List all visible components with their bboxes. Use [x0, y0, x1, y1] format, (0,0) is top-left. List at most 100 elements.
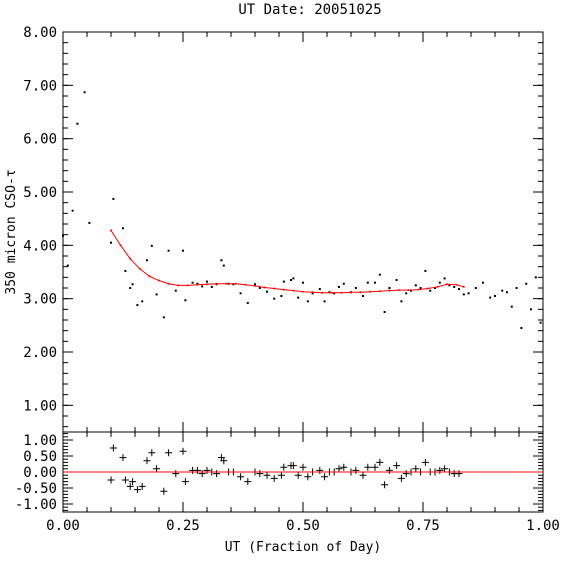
data-point [184, 299, 187, 302]
x-axis-label: UT (Fraction of Day) [225, 540, 382, 555]
residual-point [402, 470, 410, 478]
data-point [424, 269, 427, 272]
residual-point [441, 465, 449, 473]
data-point [88, 221, 91, 224]
fit-point [282, 288, 285, 291]
residual-point [359, 471, 367, 479]
residual-point [455, 470, 463, 478]
data-point [76, 122, 79, 125]
data-point [374, 281, 376, 284]
data-point [129, 287, 132, 289]
y-tick-label: 2.00 [23, 345, 57, 361]
data-point [155, 293, 158, 296]
x-tick-label: 0.75 [406, 518, 440, 534]
x-tick-label: 0.25 [166, 518, 200, 534]
data-point [362, 295, 364, 297]
residual-point [143, 457, 151, 465]
data-point [414, 284, 417, 287]
data-point [306, 300, 309, 303]
data-point [146, 259, 148, 262]
residual-point [376, 458, 384, 466]
data-point [453, 285, 456, 288]
fit-point [186, 284, 189, 287]
residual-point [109, 444, 117, 452]
fit-point [158, 279, 160, 282]
fit-point [462, 285, 465, 288]
y-tick-label: 0.50 [23, 449, 57, 465]
fit-point [446, 283, 448, 286]
data-point [254, 283, 256, 286]
bottom-axis-ticks: 1.000.500.00-0.50-1.000.00 0.25 0.50 0.75 1.… [15, 432, 560, 534]
residual-point [165, 449, 173, 457]
data-point [400, 300, 403, 303]
y-tick-label: -1.00 [15, 497, 57, 513]
fit-point [263, 286, 266, 289]
fit-point [254, 284, 256, 287]
residual-point [316, 466, 324, 474]
data-point [378, 273, 381, 276]
y-tick-label: -0.50 [15, 481, 57, 497]
fit-point [244, 283, 247, 286]
residual-point [436, 466, 444, 474]
residual-point [119, 454, 127, 462]
top-axis-ticks: 1.00 2.00 3.00 4.00 5.00 6.00 7.00 8.00 [23, 25, 544, 432]
data-point [196, 282, 199, 285]
fit-point [302, 290, 304, 293]
data-point [136, 304, 139, 307]
fit-point [206, 283, 208, 286]
data-point [388, 287, 391, 289]
data-point [239, 292, 242, 295]
residual-point [256, 470, 264, 478]
top-plot-marks [62, 91, 542, 329]
residual-point [412, 465, 420, 473]
fit-point [138, 267, 141, 270]
data-point [318, 288, 321, 291]
data-point [434, 287, 436, 289]
data-point [182, 249, 184, 252]
fit-point [350, 291, 352, 294]
residual-point [304, 473, 312, 481]
residual-point [121, 476, 129, 484]
x-tick-label: 0.50 [286, 518, 320, 534]
residual-point [160, 487, 168, 495]
residual-point [421, 458, 429, 466]
data-point [273, 297, 276, 300]
residual-point [381, 481, 389, 489]
fit-point [110, 229, 112, 232]
fit-point [215, 282, 218, 285]
data-point [383, 311, 386, 313]
data-point [506, 291, 508, 294]
residual-point [263, 471, 271, 479]
data-point [467, 292, 470, 295]
data-point [122, 227, 124, 230]
data-point [462, 293, 465, 296]
data-point [515, 287, 518, 289]
data-point [201, 285, 204, 288]
data-point [534, 276, 537, 279]
data-point [458, 288, 460, 291]
data-point [258, 287, 261, 289]
fit-point [359, 291, 362, 294]
data-point [297, 296, 300, 299]
residual-point [198, 470, 206, 478]
fit-point [417, 288, 420, 291]
data-point [112, 197, 115, 200]
data-point [405, 292, 408, 295]
data-point [71, 209, 74, 212]
residual-point [179, 447, 187, 455]
data-point [124, 269, 127, 272]
fit-point [321, 291, 324, 294]
y-tick-label: 5.00 [23, 185, 57, 201]
fit-point [292, 289, 295, 292]
data-point [110, 241, 112, 244]
data-point [489, 296, 492, 299]
data-point [246, 301, 249, 304]
data-point [525, 282, 528, 285]
data-point [438, 281, 441, 284]
residual-point [172, 470, 180, 478]
y-tick-label: 1.00 [23, 398, 57, 414]
top-plot-frame [62, 31, 544, 433]
residual-point [371, 463, 379, 471]
residual-point [340, 463, 348, 471]
